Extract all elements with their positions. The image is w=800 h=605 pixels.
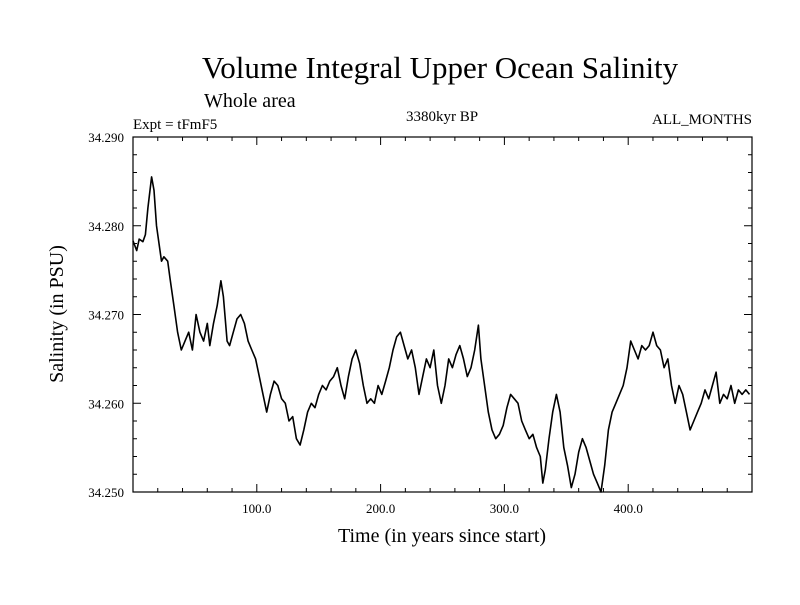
chart-subtitle: Whole area [204, 90, 296, 112]
plot-frame [132, 136, 753, 493]
period-label: 3380kyr BP [406, 109, 478, 125]
y-tick-label: 34.270 [88, 308, 124, 323]
x-axis-label: Time (in years since start) [338, 525, 546, 547]
y-tick-label: 34.250 [88, 485, 124, 500]
x-tick-label: 300.0 [490, 501, 519, 516]
y-tick-label: 34.290 [88, 130, 124, 145]
salinity-series-line [132, 176, 751, 493]
y-tick-label: 34.260 [88, 396, 124, 411]
chart-title: Volume Integral Upper Ocean Salinity [202, 50, 679, 85]
x-tick-label: 100.0 [242, 501, 271, 516]
experiment-label: Expt = tFmF5 [133, 117, 217, 133]
axis-ticks [133, 137, 752, 492]
y-tick-label: 34.280 [88, 219, 124, 234]
y-axis-label: Salinity (in PSU) [46, 245, 68, 383]
months-label: ALL_MONTHS [652, 112, 752, 128]
x-tick-label: 400.0 [614, 501, 643, 516]
tick-labels: 100.0 200.0 300.0 400.0 34.250 34.260 34.270 34… [88, 130, 643, 516]
x-tick-label: 200.0 [366, 501, 395, 516]
